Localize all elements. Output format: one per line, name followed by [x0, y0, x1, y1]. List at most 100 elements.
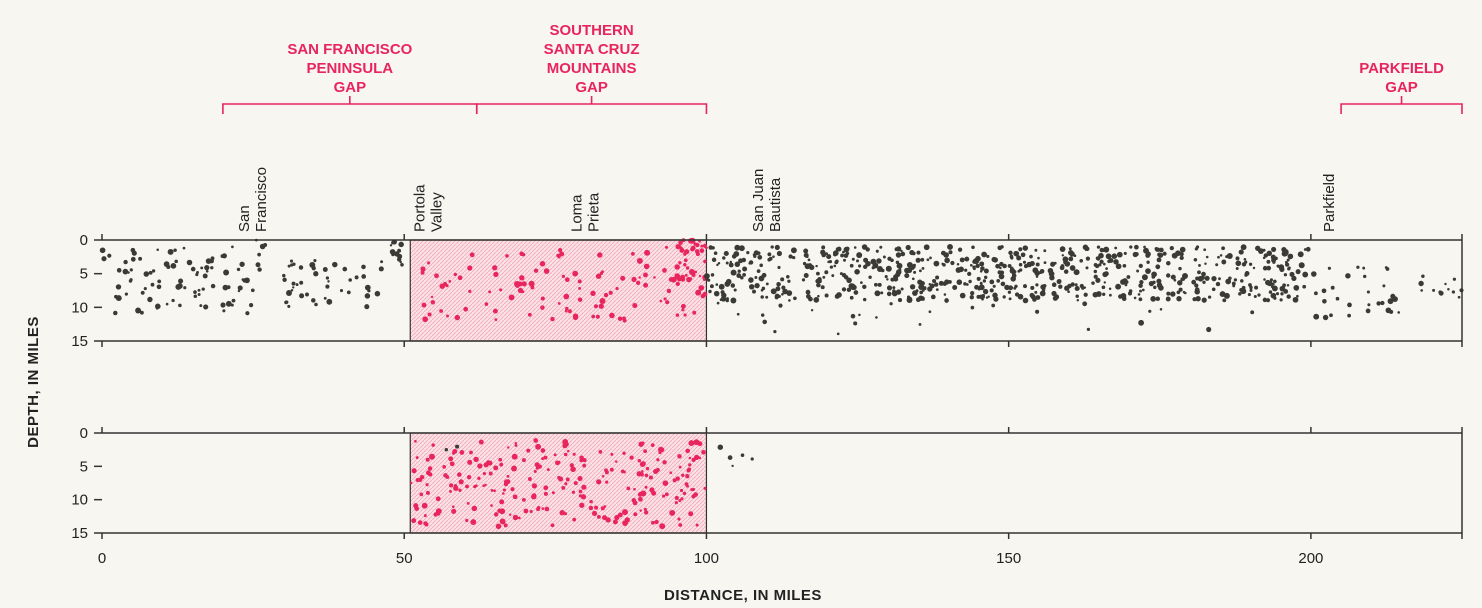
earthquake-point [704, 273, 710, 279]
earthquake-point [1382, 284, 1386, 288]
earthquake-point [389, 249, 396, 255]
earthquake-point [879, 245, 883, 249]
earthquake-point [221, 253, 227, 259]
earthquake-point [1170, 291, 1176, 297]
earthquake-point [639, 461, 646, 467]
earthquake-point [220, 302, 226, 308]
earthquake-point [443, 473, 448, 478]
earthquake-point [417, 520, 423, 525]
earthquake-point [541, 457, 545, 461]
earthquake-point [1136, 269, 1140, 273]
earthquake-point [1191, 279, 1197, 285]
earthquake-point [765, 295, 769, 299]
earthquake-point [825, 252, 828, 255]
gap-labels: SAN FRANCISCO PENINSULA GAP SOUTHERN SANTA C… [222, 22, 1463, 114]
earthquake-point [760, 295, 764, 299]
earthquake-point [519, 275, 525, 281]
earthquake-point [427, 261, 431, 265]
earthquake-point [896, 262, 903, 269]
earthquake-point [950, 260, 955, 266]
earthquake-point [492, 265, 498, 271]
earthquake-point [478, 439, 484, 445]
earthquake-point [589, 499, 593, 504]
earthquake-point [1101, 285, 1106, 290]
earthquake-point [976, 276, 981, 281]
earthquake-point [580, 494, 587, 500]
earthquake-point [828, 259, 833, 264]
earthquake-point [1296, 294, 1299, 298]
earthquake-point [848, 283, 855, 289]
earthquake-point [1249, 288, 1253, 292]
earthquake-point [1295, 269, 1301, 275]
earthquake-point [822, 275, 826, 279]
earthquake-point [532, 484, 535, 487]
earthquake-point [1255, 245, 1261, 251]
earthquake-point [885, 265, 892, 272]
earthquake-point [918, 322, 922, 326]
earthquake-point [414, 439, 417, 443]
earthquake-point [171, 298, 175, 303]
earthquake-point [1020, 252, 1026, 258]
earthquake-point [1376, 301, 1381, 306]
earthquake-point [926, 258, 930, 262]
earthquake-point [1122, 263, 1127, 268]
earthquake-point [970, 290, 975, 296]
earthquake-point [1096, 245, 1101, 249]
earthquake-point [913, 270, 917, 274]
earthquake-point [1247, 293, 1251, 297]
earthquake-point [631, 276, 637, 282]
earthquake-point [928, 282, 932, 286]
earthquake-point [786, 275, 790, 279]
earthquake-point [731, 464, 734, 468]
earthquake-point [1171, 252, 1178, 259]
earthquake-point [1219, 254, 1223, 257]
earthquake-point [1194, 289, 1200, 295]
earthquake-point [824, 293, 829, 298]
place-label-line: San Juan [750, 169, 767, 232]
y-axis-title: DEPTH, IN MILES [25, 316, 42, 448]
earthquake-point [1114, 246, 1118, 250]
earthquake-point [973, 258, 978, 264]
earthquake-point [1322, 299, 1327, 304]
earthquake-point [680, 497, 684, 501]
earthquake-point [523, 508, 529, 514]
earthquake-point [199, 304, 203, 308]
earthquake-point [695, 251, 700, 257]
earthquake-point [143, 287, 147, 291]
earthquake-point [720, 296, 727, 302]
earthquake-point [1032, 297, 1037, 302]
earthquake-point [553, 453, 557, 457]
earthquake-point [622, 509, 628, 516]
earthquake-point [449, 461, 455, 467]
earthquake-point [752, 253, 756, 257]
earthquake-point [1232, 284, 1236, 288]
earthquake-point [897, 298, 903, 303]
earthquake-point [679, 247, 685, 253]
earthquake-point [467, 265, 473, 271]
earthquake-point [1000, 281, 1006, 287]
earthquake-point [731, 254, 737, 259]
earthquake-point [1141, 288, 1145, 292]
earthquake-point [622, 451, 626, 455]
earthquake-point [801, 278, 806, 282]
earthquake-point [817, 294, 820, 298]
earthquake-point [241, 278, 245, 281]
earthquake-point [1013, 250, 1019, 257]
earthquake-point [708, 245, 713, 250]
earthquake-point [681, 308, 685, 312]
earthquake-point [540, 296, 545, 301]
earthquake-point [1297, 251, 1304, 258]
earthquake-point [858, 264, 862, 268]
earthquake-point [699, 248, 705, 253]
earthquake-point [1113, 259, 1119, 265]
earthquake-point [533, 469, 537, 474]
earthquake-point [610, 452, 614, 456]
earthquake-point [550, 316, 555, 322]
earthquake-point [970, 305, 975, 310]
earthquake-point [1115, 283, 1122, 290]
earthquake-point [637, 459, 642, 463]
earthquake-point [695, 289, 702, 296]
earthquake-point [1083, 292, 1088, 297]
gap-label-line: MOUNTAINS [547, 60, 637, 77]
earthquake-point [578, 489, 583, 494]
